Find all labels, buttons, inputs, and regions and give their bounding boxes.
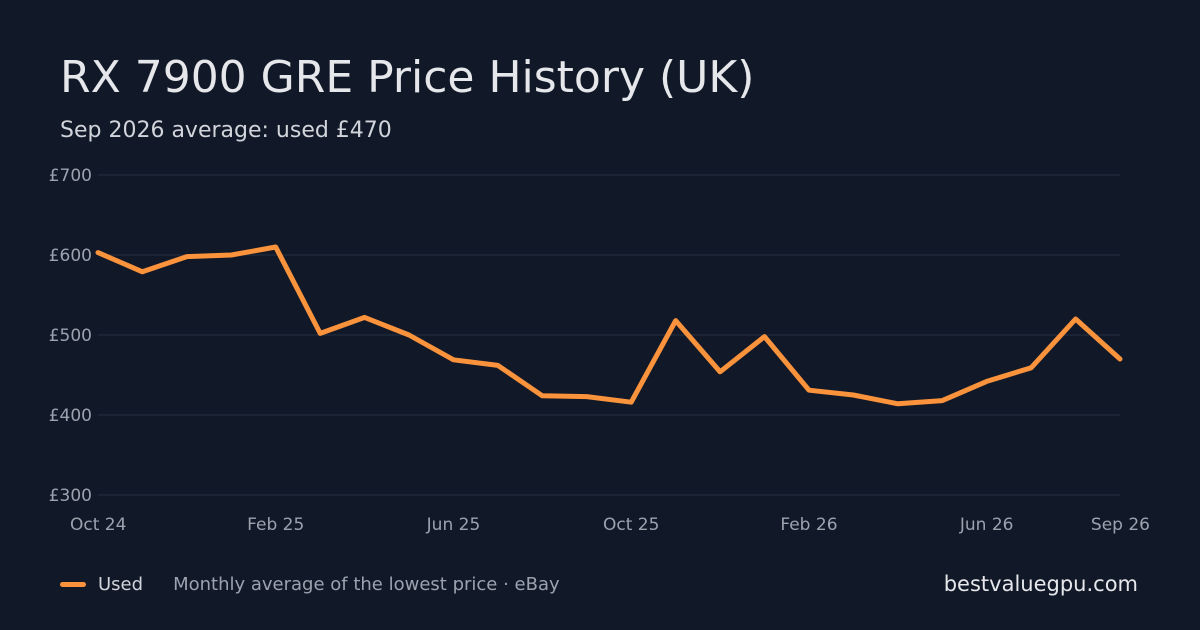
x-tick-label: Sep 26	[1091, 515, 1150, 535]
x-tick-label: Oct 24	[70, 515, 126, 535]
legend: Used Monthly average of the lowest price…	[60, 574, 560, 595]
chart-subtitle: Sep 2026 average: used £470	[60, 118, 392, 143]
chart-title: RX 7900 GRE Price History (UK)	[60, 52, 755, 103]
series-line-used	[95, 244, 1123, 407]
legend-note: Monthly average of the lowest price · eB…	[173, 574, 560, 595]
x-tick-label: Feb 26	[780, 515, 837, 535]
brand-label[interactable]: bestvaluegpu.com	[943, 572, 1138, 596]
y-tick-label: £300	[49, 486, 92, 506]
y-tick-label: £500	[49, 326, 92, 346]
x-tick-label: Jun 25	[426, 515, 481, 535]
y-tick-label: £400	[49, 406, 92, 426]
x-tick-label: Oct 25	[603, 515, 659, 535]
y-tick-label: £600	[49, 246, 92, 266]
x-tick-label: Jun 26	[959, 515, 1014, 535]
y-tick-label: £700	[49, 166, 92, 186]
x-tick-label: Feb 25	[247, 515, 304, 535]
legend-label-used: Used	[98, 574, 144, 595]
legend-swatch-used	[60, 582, 86, 587]
